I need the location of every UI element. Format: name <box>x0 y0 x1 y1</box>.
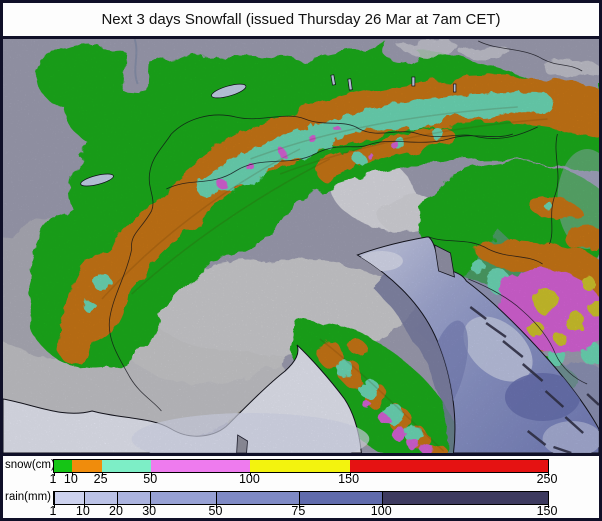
legend-tickmark <box>116 492 118 508</box>
legend-tickmark <box>299 492 301 508</box>
legend-segment <box>151 460 251 472</box>
legend-tick-value: 1 <box>49 472 57 486</box>
legend-tick-value: 50 <box>208 504 223 518</box>
legend-tick-value: 10 <box>75 504 90 518</box>
legend-tickmark <box>548 492 549 508</box>
legend-tickmark <box>250 472 252 476</box>
legend-tickmark <box>54 472 55 476</box>
map-title: Next 3 days Snowfall (issued Thursday 26… <box>101 11 501 28</box>
legend-tickmark <box>216 492 218 508</box>
forecast-map[interactable] <box>3 39 599 456</box>
legend-tick-value: 100 <box>238 472 260 486</box>
legend-segment <box>71 460 102 472</box>
terrain-grain <box>3 39 599 453</box>
legend-segment <box>299 492 383 504</box>
legend-tickmark <box>151 472 153 476</box>
forecast-map-svg <box>3 39 599 453</box>
legend-tick-value: 25 <box>93 472 108 486</box>
title-bar: Next 3 days Snowfall (issued Thursday 26… <box>3 3 599 39</box>
legend-segment <box>216 492 300 504</box>
legend-tickmark <box>83 492 85 508</box>
legend-segment <box>116 492 151 504</box>
legend-segment <box>83 492 117 504</box>
rain-legend-label: rain(mm) <box>5 491 51 503</box>
legend-tick-value: 150 <box>536 504 558 518</box>
legend-tickmark <box>349 472 351 476</box>
snow-legend-label: snow(cm) <box>5 459 55 471</box>
legend-tickmark <box>54 492 55 508</box>
legend-tick-value: 100 <box>370 504 392 518</box>
legend-tick-value: 20 <box>109 504 123 518</box>
legend-segment <box>349 460 548 472</box>
legend-tick-value: 10 <box>63 472 78 486</box>
legend-segment <box>101 460 152 472</box>
legend-tick-value: 250 <box>536 472 558 486</box>
legend-tickmark <box>382 492 384 508</box>
legend-tick-value: 1 <box>49 504 57 518</box>
legend-area: snow(cm) 1 10 25 50 100 150 250 rain(mm) 1 10 20… <box>3 456 599 518</box>
legend-tick-value: 50 <box>143 472 158 486</box>
legend-tickmark <box>548 472 549 476</box>
snow-legend: snow(cm) 1 10 25 50 100 150 250 <box>3 456 599 487</box>
legend-segment <box>150 492 217 504</box>
legend-segment <box>54 460 72 472</box>
legend-segment <box>54 492 84 504</box>
legend-tickmark <box>101 472 103 476</box>
legend-segment <box>382 492 548 504</box>
legend-tickmark <box>150 492 152 508</box>
legend-tick-value: 150 <box>338 472 360 486</box>
legend-tickmark <box>71 472 73 476</box>
snow-legend-ticks: 1 10 25 50 100 150 250 <box>49 472 558 486</box>
rain-legend-bar <box>53 491 549 508</box>
rain-legend-ticks: 1 10 20 30 50 75 100 150 <box>49 504 558 518</box>
legend-segment <box>250 460 350 472</box>
snow-legend-bar <box>53 459 549 476</box>
legend-tick-value: 30 <box>142 504 157 518</box>
rain-legend: rain(mm) 1 10 20 30 50 75 100 150 <box>3 488 599 518</box>
legend-tick-value: 75 <box>291 504 306 518</box>
